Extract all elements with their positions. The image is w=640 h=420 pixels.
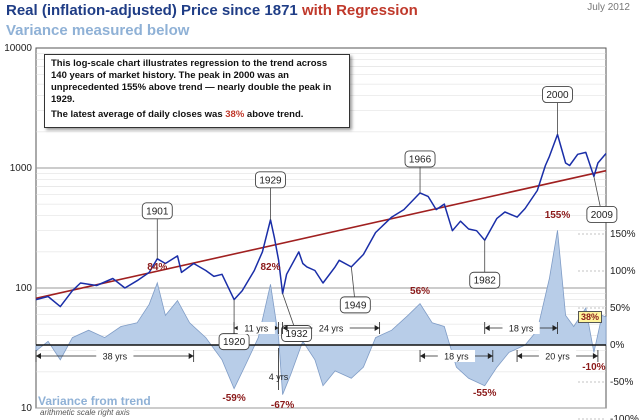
- date-label: July 2012: [587, 2, 630, 13]
- note-box: This log-scale chart illustrates regress…: [44, 54, 350, 128]
- span-arrowhead: [282, 325, 288, 331]
- right-tick-label: 50%: [610, 303, 630, 314]
- span-label: 18 yrs: [444, 352, 469, 362]
- span-label-bg: [502, 322, 540, 334]
- span-label-bg: [538, 350, 577, 362]
- span-arrowhead: [36, 353, 41, 359]
- span-label: 38 yrs: [103, 352, 128, 362]
- span-label-bg: [96, 350, 134, 362]
- callout-box: [586, 206, 618, 223]
- callout-box: [141, 202, 173, 220]
- variance-percent-label: 82%: [260, 262, 280, 273]
- span-arrowhead: [374, 325, 380, 331]
- chart-title: Real (inflation-adjusted) Price since 18…: [6, 2, 418, 19]
- span-arrowhead: [188, 353, 194, 359]
- note-paragraph-2: The latest average of daily closes was 3…: [51, 109, 343, 121]
- span-arrowhead: [420, 353, 426, 359]
- latest-variance-badge: 38%: [578, 311, 603, 323]
- right-tick-label: 0%: [610, 340, 625, 351]
- note-paragraph-1: This log-scale chart illustrates regress…: [51, 58, 332, 105]
- span-arrowhead: [487, 353, 493, 359]
- span-label-bg: [237, 322, 275, 334]
- variance-percent-label: -55%: [473, 388, 496, 399]
- span-arrowhead: [517, 353, 523, 359]
- title-highlight: with Regression: [301, 2, 418, 19]
- callout-box: [255, 171, 286, 189]
- span-label-bg: [437, 350, 476, 362]
- note-latest-value: 38%: [225, 109, 245, 120]
- variance-percent-label: 155%: [545, 210, 571, 221]
- callout-box: [404, 150, 436, 168]
- y-tick-label: 10000: [4, 43, 32, 54]
- variance-percent-label: 56%: [410, 286, 430, 297]
- callout-label-1966: 1966: [409, 154, 432, 165]
- callout-box: [469, 271, 501, 289]
- variance-subtitle: arithmetic scale right axis: [40, 408, 130, 417]
- callout-label-1929: 1929: [259, 175, 282, 186]
- callout-box: [542, 86, 573, 103]
- y-tick-label: 1000: [10, 163, 33, 174]
- span-label: 18 yrs: [509, 324, 534, 334]
- callout-label-1901: 1901: [146, 206, 169, 217]
- span-arrowhead: [552, 325, 558, 331]
- callout-label-2009: 2009: [591, 210, 614, 221]
- regression-line: [35, 169, 607, 300]
- callout-label-1949: 1949: [344, 300, 367, 311]
- variance-percent-label: -67%: [271, 400, 294, 411]
- variance-title: Variance from trend: [38, 394, 151, 408]
- variance-percent-label: 84%: [147, 262, 167, 273]
- right-tick-label: -100%: [610, 414, 639, 420]
- span-label-bg: [312, 322, 350, 334]
- callout-box: [339, 296, 371, 314]
- callout-label-1982: 1982: [474, 276, 497, 287]
- callout-label-1932: 1932: [285, 329, 308, 340]
- note-text: The latest average of daily closes was: [51, 109, 226, 120]
- callout-box: [281, 325, 313, 342]
- span-label: 11 yrs: [244, 324, 268, 334]
- variance-percent-label: -59%: [222, 393, 245, 404]
- right-tick-label: 150%: [610, 229, 636, 240]
- span-label: 24 yrs: [319, 324, 344, 334]
- price-line: [35, 133, 607, 308]
- span-label: 20 yrs: [545, 352, 570, 362]
- span-arrowhead: [484, 325, 490, 331]
- right-tick-label: 100%: [610, 266, 636, 277]
- span-label: 4 yrs: [269, 372, 289, 382]
- y-tick-label: 100: [15, 283, 32, 294]
- title-main: Real (inflation-adjusted) Price since 18…: [6, 2, 302, 19]
- callout-label-1920: 1920: [223, 337, 246, 348]
- variance-percent-label: -10%: [582, 362, 605, 373]
- chart-subtitle: Variance measured below: [6, 22, 190, 39]
- callout-label-2000: 2000: [546, 90, 569, 101]
- span-arrowhead: [592, 353, 598, 359]
- note-text-end: above trend.: [244, 109, 304, 120]
- y-tick-label: 10: [21, 403, 33, 414]
- right-tick-label: -50%: [610, 377, 633, 388]
- variance-area: [35, 230, 607, 395]
